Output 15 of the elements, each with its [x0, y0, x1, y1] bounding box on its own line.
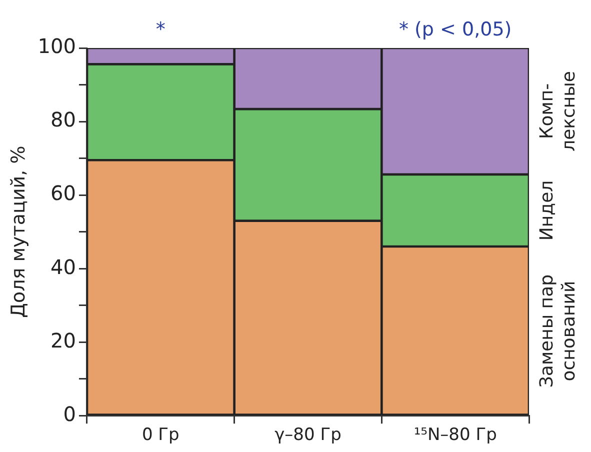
y-tick-label: 20	[50, 328, 76, 352]
text: Индел	[536, 180, 558, 241]
x-tick-label: γ–80 Гр	[274, 425, 342, 446]
x-tick-label: 0 Гр	[142, 425, 180, 446]
y-tick-label: 60	[50, 181, 76, 206]
y-tick-label: 80	[50, 108, 76, 132]
y-tick-label: 40	[50, 254, 76, 279]
annotation: *	[156, 18, 166, 40]
annotation: * (p < 0,05)	[398, 18, 512, 40]
text: Замены пар оснований	[536, 274, 580, 388]
y-tick-label: 100	[38, 34, 76, 58]
text: Комп-лексные	[536, 71, 580, 152]
y-tick-label: 0	[63, 402, 76, 426]
x-tick-label: ¹⁵N–80 Гр	[414, 425, 497, 446]
y-axis-title: Доля мутаций, %	[7, 146, 30, 318]
